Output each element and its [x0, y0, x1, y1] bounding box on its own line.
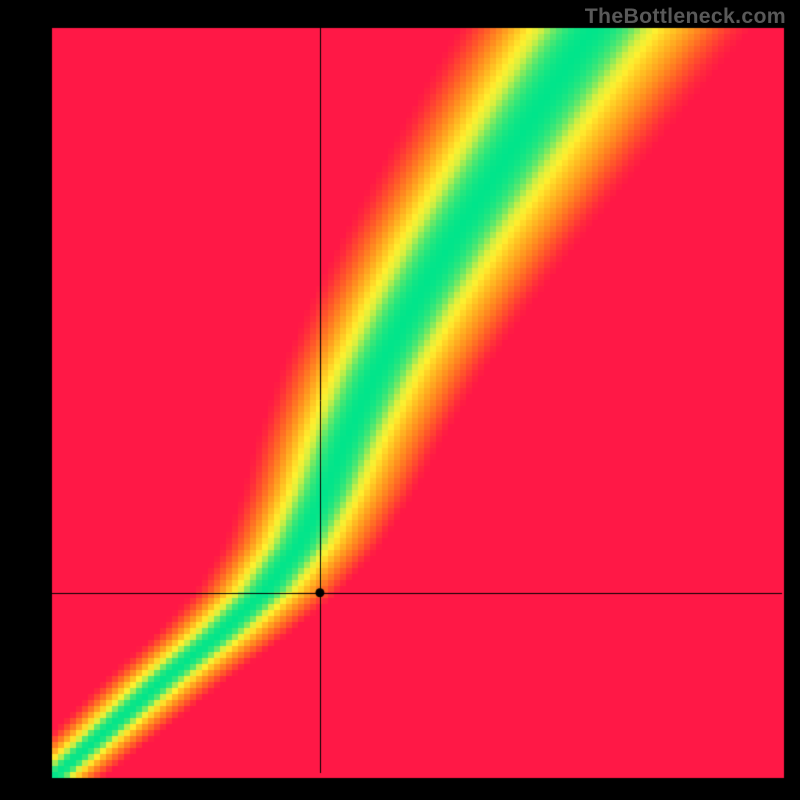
bottleneck-heatmap [0, 0, 800, 800]
chart-container: TheBottleneck.com [0, 0, 800, 800]
watermark-text: TheBottleneck.com [585, 4, 786, 29]
